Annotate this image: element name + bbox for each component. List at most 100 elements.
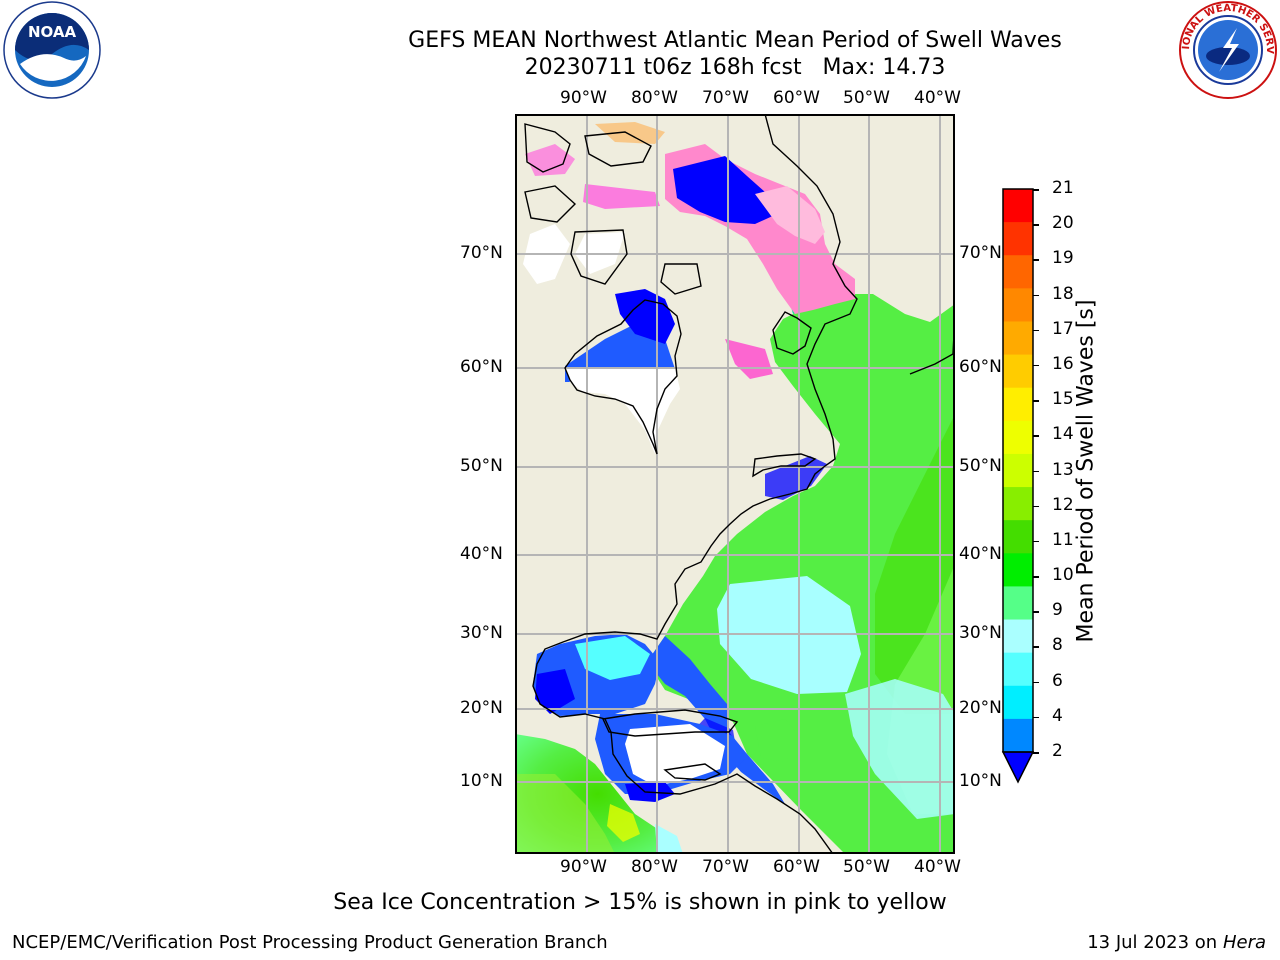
colorbar-under-arrow <box>1001 751 1035 784</box>
lon-label-top: 70°W <box>702 88 749 108</box>
credit-text: NCEP/EMC/Verification Post Processing Pr… <box>12 932 608 953</box>
colorbar-tick-label: 10 <box>1052 565 1074 586</box>
swell-field <box>647 269 955 854</box>
colorbar-tick-label: 2 <box>1052 741 1063 761</box>
lon-label-top: 50°W <box>843 88 890 108</box>
colorbar-tick-mark <box>1033 646 1039 648</box>
map-panel <box>515 114 955 854</box>
colorbar-tick-mark <box>1033 224 1039 226</box>
lat-label-right: 30°N <box>959 623 1002 643</box>
colorbar-tick-mark <box>1033 294 1039 297</box>
colorbar-tick-mark <box>1033 364 1039 367</box>
nws-logo: NATIONAL WEATHER SERVICE <box>1177 0 1277 99</box>
colorbar-tick-label: 19 <box>1052 248 1074 269</box>
sea-ice-note: Sea Ice Concentration > 15% is shown in … <box>333 890 947 915</box>
gulf-of-mexico-swell <box>533 634 660 716</box>
colorbar-tick-mark <box>1033 681 1039 684</box>
colorbar-label: Mean Period of Swell Waves [s] <box>1073 299 1099 643</box>
caribbean-swell <box>595 714 745 802</box>
lon-label-bottom: 40°W <box>914 857 961 877</box>
lon-label-bottom: 70°W <box>702 857 749 877</box>
noaa-logo-text: NOAA <box>28 23 77 41</box>
colorbar-box <box>1003 586 1033 621</box>
colorbar-box <box>1003 189 1033 223</box>
colorbar-tick-label: 8 <box>1052 635 1063 656</box>
colorbar-tick-mark <box>1033 435 1039 437</box>
lon-label-top: 90°W <box>560 88 607 108</box>
lon-label-bottom: 90°W <box>560 857 607 877</box>
colorbar-box <box>1003 222 1033 256</box>
colorbar <box>1001 188 1035 784</box>
colorbar-box <box>1003 652 1033 687</box>
colorbar-tick-mark <box>1033 189 1039 191</box>
colorbar-tick-label: 14 <box>1052 424 1074 445</box>
colorbar-tick-mark <box>1033 505 1039 508</box>
map-title: GEFS MEAN Northwest Atlantic Mean Period… <box>408 28 1062 53</box>
colorbar-tick-label: 12 <box>1052 494 1074 515</box>
lon-label-top: 40°W <box>914 88 961 108</box>
colorbar-tick-label: 18 <box>1052 283 1074 304</box>
colorbar-box <box>1003 420 1033 455</box>
colorbar-tick-label: 13 <box>1052 459 1074 480</box>
lat-label-left: 40°N <box>460 544 503 564</box>
pacific-swell <box>515 734 683 854</box>
arctic-region <box>523 122 855 379</box>
colorbar-box <box>1003 520 1033 554</box>
colorbar-tick-label: 11 <box>1052 529 1074 550</box>
lat-label-left: 70°N <box>460 243 503 263</box>
lat-label-right: 50°N <box>959 456 1002 476</box>
lat-label-right: 60°N <box>959 357 1002 377</box>
lon-label-top: 60°W <box>773 88 820 108</box>
hudson-bay-no-data <box>565 368 680 454</box>
lon-label-top: 80°W <box>631 88 678 108</box>
lat-label-right: 20°N <box>959 698 1002 718</box>
coastlines <box>524 114 955 854</box>
colorbar-box <box>1003 685 1033 720</box>
lat-label-left: 60°N <box>460 357 503 377</box>
colorbar-box <box>1003 255 1033 289</box>
lon-label-bottom: 80°W <box>631 857 678 877</box>
colorbar-tick-mark <box>1033 470 1039 472</box>
colorbar-tick-label: 16 <box>1052 353 1074 374</box>
colorbar-tick-label: 15 <box>1052 389 1074 410</box>
colorbar-tick-mark <box>1033 329 1039 332</box>
colorbar-tick-mark <box>1033 540 1039 543</box>
colorbar-tick-label: 9 <box>1052 600 1063 621</box>
lat-label-left: 30°N <box>460 623 503 643</box>
graticule <box>515 114 955 854</box>
colorbar-box <box>1003 321 1033 356</box>
colorbar-tick-label: 4 <box>1052 705 1063 726</box>
noaa-logo: NOAA <box>3 1 101 99</box>
lat-label-left: 10°N <box>460 771 503 791</box>
date-text: 13 Jul 2023 on <box>1087 932 1223 953</box>
lat-label-left: 50°N <box>460 456 503 476</box>
lat-label-left: 20°N <box>460 698 503 718</box>
colorbar-tick-label: 17 <box>1052 318 1074 339</box>
map-frame <box>515 114 955 854</box>
colorbar-tick-mark <box>1033 752 1039 754</box>
colorbar-tick-mark <box>1033 611 1039 613</box>
colorbar-tick-label: 6 <box>1052 670 1063 691</box>
colorbar-box <box>1003 288 1033 322</box>
lon-label-bottom: 60°W <box>773 857 820 877</box>
colorbar-tick-label: 20 <box>1052 213 1074 234</box>
colorbar-box <box>1003 354 1033 389</box>
colorbar-box <box>1003 453 1033 488</box>
colorbar-tick-mark <box>1033 400 1039 402</box>
forecast-subtitle: 20230711 t06z 168h fcst Max: 14.73 <box>524 55 946 80</box>
lat-label-right: 70°N <box>959 243 1002 263</box>
colorbar-tick-mark <box>1033 259 1039 261</box>
lon-label-bottom: 50°W <box>843 857 890 877</box>
colorbar-box <box>1003 619 1033 654</box>
date-stamp: 13 Jul 2023 on Hera <box>1087 932 1266 953</box>
colorbar-tick-label: 21 <box>1052 178 1074 198</box>
lat-label-right: 40°N <box>959 544 1002 564</box>
machine-name: Hera <box>1222 932 1266 953</box>
lat-label-right: 10°N <box>959 771 1002 791</box>
colorbar-tick-mark <box>1033 716 1039 719</box>
colorbar-tick-mark <box>1033 576 1039 578</box>
colorbar-box <box>1003 387 1033 422</box>
colorbar-box <box>1003 553 1033 587</box>
colorbar-box <box>1003 487 1033 521</box>
colorbar-box <box>1003 718 1033 753</box>
